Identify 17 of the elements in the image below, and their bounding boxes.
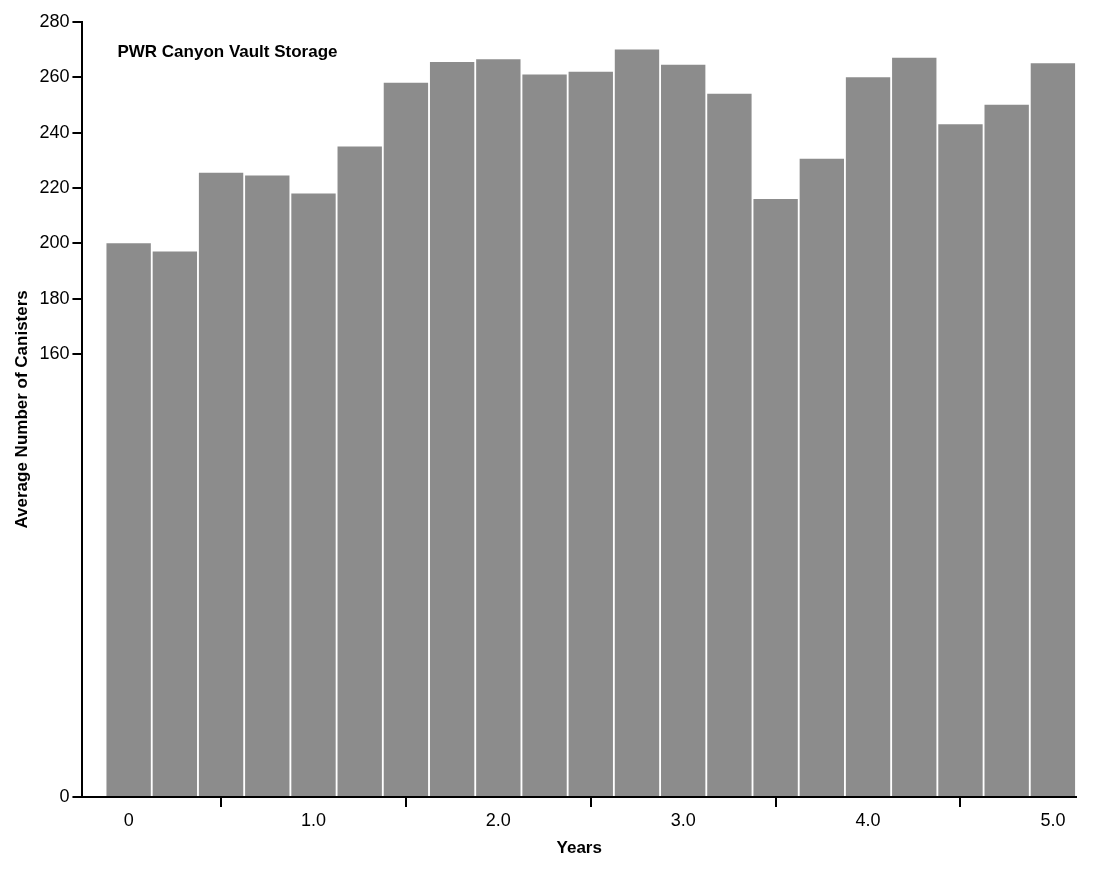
y-tick-label: 220 [39, 176, 70, 197]
y-axis-title: Average Number of Canisters [11, 290, 31, 529]
y-tick-label: 280 [39, 10, 70, 31]
x-tick-label: 4.0 [855, 809, 881, 830]
y-tick-label: 240 [39, 121, 70, 142]
text: PWR Canyon Vault Storage [117, 41, 338, 61]
y-tick-label: 0 [59, 785, 70, 806]
x-axis-title: Years [556, 838, 602, 858]
y-tick-label: 160 [39, 343, 70, 363]
y-tick-label: 260 [39, 66, 70, 87]
x-tick-label: 0 [123, 809, 134, 830]
x-tick-label: 3.0 [670, 809, 696, 830]
x-tick-label: 1.0 [300, 809, 327, 830]
x-tick-label: 2.0 [485, 809, 511, 830]
x-tick-label: 5.0 [1040, 809, 1066, 830]
y-tick-label: 180 [39, 287, 70, 308]
y-tick-label: 200 [39, 232, 70, 253]
